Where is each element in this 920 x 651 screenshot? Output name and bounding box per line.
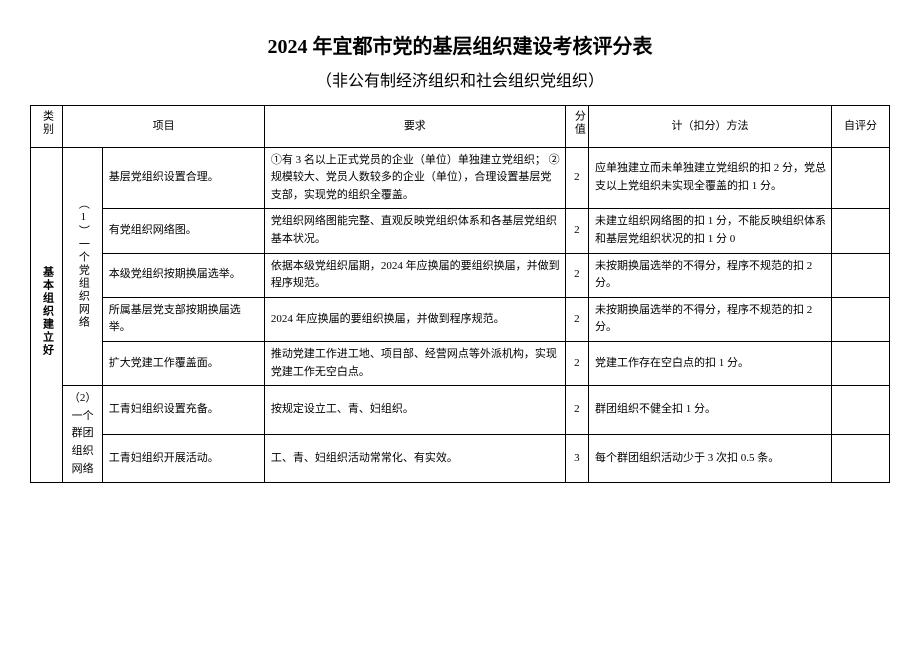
table-row: 所属基层党支部按期换届选举。 2024 年应换届的要组织换届，并做到程序规范。 … [31, 297, 890, 341]
document-title: 2024 年宜都市党的基层组织建设考核评分表 [30, 30, 890, 59]
requirement-cell: 推动党建工作进工地、项目部、经营网点等外派机构，实现党建工作无空白点。 [264, 341, 565, 385]
item-cell: 工青妇组织开展活动。 [102, 434, 264, 482]
self-score-cell [832, 147, 890, 209]
requirement-cell: 2024 年应换届的要组织换届，并做到程序规范。 [264, 297, 565, 341]
table-row: （2）一个群团组织网络 工青妇组织设置充备。 按规定设立工、青、妇组织。 2 群… [31, 386, 890, 434]
header-self: 自评分 [832, 106, 890, 148]
method-cell: 党建工作存在空白点的扣 1 分。 [588, 341, 831, 385]
item-cell: 有党组织网络图。 [102, 209, 264, 253]
requirement-cell: 党组织网络图能完整、直观反映党组织体系和各基层党组织基本状况。 [264, 209, 565, 253]
score-cell: 2 [565, 147, 588, 209]
requirement-cell: ①有 3 名以上正式党员的企业（单位）单独建立党组织； ②规模较大、党员人数较多… [264, 147, 565, 209]
header-category: 类别 [31, 106, 63, 148]
table-row: 有党组织网络图。 党组织网络图能完整、直观反映党组织体系和各基层党组织基本状况。… [31, 209, 890, 253]
table-row: 基本组织建立好 （1）一个党组织网络 基层党组织设置合理。 ①有 3 名以上正式… [31, 147, 890, 209]
header-score: 分值 [565, 106, 588, 148]
self-score-cell [832, 386, 890, 434]
assessment-table: 类别 项目 要求 分值 计（扣分）方法 自评分 基本组织建立好 （1）一个党组织… [30, 105, 890, 483]
item-cell: 工青妇组织设置充备。 [102, 386, 264, 434]
method-cell: 未按期换届选举的不得分，程序不规范的扣 2 分。 [588, 253, 831, 297]
item-cell: 本级党组织按期换届选举。 [102, 253, 264, 297]
self-score-cell [832, 253, 890, 297]
score-cell: 2 [565, 209, 588, 253]
score-cell: 2 [565, 297, 588, 341]
method-cell: 每个群团组织活动少于 3 次扣 0.5 条。 [588, 434, 831, 482]
score-cell: 2 [565, 341, 588, 385]
method-cell: 未建立组织网络图的扣 1 分，不能反映组织体系和基层党组织状况的扣 1 分 0 [588, 209, 831, 253]
score-cell: 3 [565, 434, 588, 482]
header-requirement: 要求 [264, 106, 565, 148]
method-cell: 群团组织不健全扣 1 分。 [588, 386, 831, 434]
item-cell: 基层党组织设置合理。 [102, 147, 264, 209]
table-row: 工青妇组织开展活动。 工、青、妇组织活动常常化、有实效。 3 每个群团组织活动少… [31, 434, 890, 482]
method-cell: 未按期换届选举的不得分，程序不规范的扣 2 分。 [588, 297, 831, 341]
self-score-cell [832, 341, 890, 385]
self-score-cell [832, 434, 890, 482]
document-subtitle: （非公有制经济组织和社会组织党组织） [30, 67, 890, 91]
header-method: 计（扣分）方法 [588, 106, 831, 148]
subgroup-cell: （2）一个群团组织网络 [63, 386, 102, 483]
self-score-cell [832, 209, 890, 253]
header-item: 项目 [63, 106, 264, 148]
table-row: 扩大党建工作覆盖面。 推动党建工作进工地、项目部、经营网点等外派机构，实现党建工… [31, 341, 890, 385]
method-cell: 应单独建立而未单独建立党组织的扣 2 分，党总支以上党组织未实现全覆盖的扣 1 … [588, 147, 831, 209]
self-score-cell [832, 297, 890, 341]
subgroup-cell: （1）一个党组织网络 [63, 147, 102, 386]
requirement-cell: 按规定设立工、青、妇组织。 [264, 386, 565, 434]
table-row: 本级党组织按期换届选举。 依据本级党组织届期，2024 年应换届的要组织换届，并… [31, 253, 890, 297]
item-cell: 所属基层党支部按期换届选举。 [102, 297, 264, 341]
category-cell: 基本组织建立好 [31, 147, 63, 483]
requirement-cell: 依据本级党组织届期，2024 年应换届的要组织换届，并做到程序规范。 [264, 253, 565, 297]
score-cell: 2 [565, 386, 588, 434]
score-cell: 2 [565, 253, 588, 297]
requirement-cell: 工、青、妇组织活动常常化、有实效。 [264, 434, 565, 482]
item-cell: 扩大党建工作覆盖面。 [102, 341, 264, 385]
